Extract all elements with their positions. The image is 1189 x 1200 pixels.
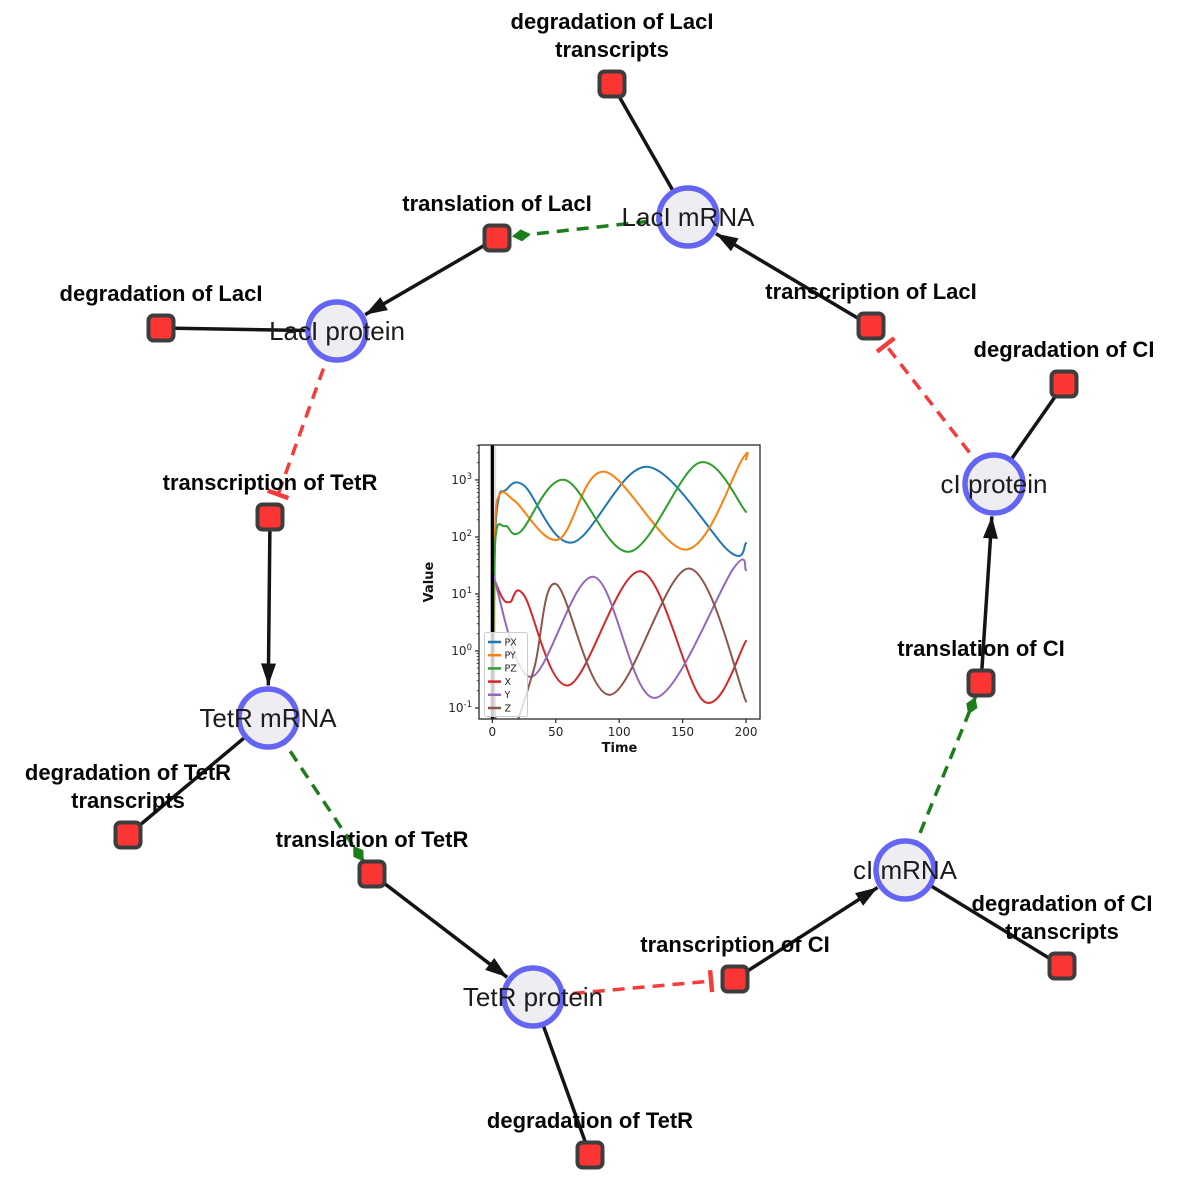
reaction-square[interactable]	[856, 311, 886, 341]
reaction-node-r_deg_tetR_tx[interactable]	[113, 820, 143, 850]
reaction-label-r_deg_lacI_tx-line1: transcripts	[555, 37, 669, 62]
species-node-tetR_protein[interactable]	[501, 965, 565, 1029]
edge-production-r_tx_cI-cI_mRNA	[734, 886, 879, 981]
reaction-label-r_deg_lacI_tx-line0: degradation of LacI	[511, 9, 714, 34]
x-tick-label: 150	[671, 725, 694, 739]
legend-label-PZ: PZ	[505, 664, 518, 675]
reaction-square[interactable]	[575, 1140, 605, 1170]
edge-production-r_tx_tetR-tetR_mRNA	[261, 516, 277, 686]
reaction-label-r_deg_cI-line0: degradation of CI	[974, 337, 1155, 362]
species-label-tetR_mRNA: TetR mRNA	[199, 703, 337, 733]
labels-layer: LacI mRNA LacI protein cI protein TetR mRNA…	[25, 9, 1155, 1133]
edge-production-r_transl_cI-cI_protein	[979, 516, 998, 684]
species-circle[interactable]	[873, 838, 937, 902]
x-tick-label: 50	[548, 725, 563, 739]
reaction-square[interactable]	[597, 69, 627, 99]
species-node-tetR_mRNA[interactable]	[236, 686, 300, 750]
y-tick-label: 102	[451, 529, 472, 544]
edge-production-r_tx_lacI-lacI_mRNA	[715, 232, 872, 328]
species-node-cI_protein[interactable]	[962, 452, 1026, 516]
reaction-square[interactable]	[1047, 951, 1077, 981]
species-circle[interactable]	[656, 185, 720, 249]
species-label-cI_mRNA: cI mRNA	[853, 855, 958, 885]
reaction-node-r_transl_cI[interactable]	[966, 668, 996, 698]
legend-label-Z: Z	[505, 703, 512, 714]
reaction-label-r_transl_tetR-line0: translation of TetR	[276, 827, 469, 852]
species-node-lacI_mRNA[interactable]	[656, 185, 720, 249]
reaction-square[interactable]	[146, 313, 176, 343]
series-line-Z	[491, 567, 747, 719]
chart-ticks: 0 50 100 150 200 103 102 101 100 10-1	[448, 445, 758, 739]
edge-production-r_transl_lacI-lacI_protein	[364, 236, 498, 317]
legend-label-Y: Y	[504, 690, 511, 701]
reaction-square[interactable]	[255, 502, 285, 532]
reaction-label-r_deg_tetR_tx-line1: transcripts	[71, 788, 185, 813]
y-tick-label: 103	[451, 472, 472, 487]
edge-production-r_transl_tetR-tetR_protein	[370, 872, 509, 979]
species-node-cI_mRNA[interactable]	[873, 838, 937, 902]
species-circle[interactable]	[236, 686, 300, 750]
reaction-label-r_tx_tetR-line0: transcription of TetR	[163, 470, 378, 495]
reaction-label-r_deg_lacI-line0: degradation of LacI	[60, 281, 263, 306]
reaction-label-r_deg_cI_tx-line1: transcripts	[1005, 919, 1119, 944]
legend-label-PY: PY	[505, 651, 517, 662]
species-circle[interactable]	[305, 299, 369, 363]
species-label-cI_protein: cI protein	[941, 469, 1048, 499]
reaction-node-r_tx_lacI[interactable]	[856, 311, 886, 341]
x-axis-label: Time	[602, 741, 638, 756]
reaction-square[interactable]	[1049, 369, 1079, 399]
y-tick-label: 101	[451, 586, 472, 601]
reaction-label-r_tx_cI-line0: transcription of CI	[640, 932, 829, 957]
x-tick-label: 100	[608, 725, 631, 739]
reaction-node-r_transl_tetR[interactable]	[357, 859, 387, 889]
reaction-label-r_deg_tetR-line0: degradation of TetR	[487, 1108, 693, 1133]
x-tick-label: 200	[735, 725, 758, 739]
series-line-PZ	[492, 461, 747, 719]
reaction-node-r_deg_lacI_tx[interactable]	[597, 69, 627, 99]
reaction-node-r_deg_lacI[interactable]	[146, 313, 176, 343]
reaction-node-r_deg_tetR[interactable]	[575, 1140, 605, 1170]
reaction-label-r_transl_cI-line0: translation of CI	[897, 636, 1064, 661]
reaction-node-r_tx_cI[interactable]	[720, 964, 750, 994]
reaction-square[interactable]	[357, 859, 387, 889]
reaction-node-r_deg_cI_tx[interactable]	[1047, 951, 1077, 981]
reaction-node-r_transl_lacI[interactable]	[482, 223, 512, 253]
reaction-square[interactable]	[720, 964, 750, 994]
reaction-square[interactable]	[482, 223, 512, 253]
reaction-label-r_deg_cI_tx-line0: degradation of CI	[972, 891, 1153, 916]
series-line-X	[491, 570, 747, 704]
species-circle[interactable]	[501, 965, 565, 1029]
chart-legend: PX PY PZ XYZ	[484, 632, 528, 717]
reaction-square[interactable]	[966, 668, 996, 698]
species-label-lacI_mRNA: LacI mRNA	[622, 202, 756, 232]
y-tick-label: 100	[451, 643, 472, 658]
species-circle[interactable]	[962, 452, 1026, 516]
y-axis-label: Value	[422, 561, 437, 602]
nodes-layer	[113, 69, 1079, 1170]
y-tick-label: 10-1	[448, 700, 472, 715]
legend-label-PX: PX	[505, 637, 518, 648]
reaction-node-r_deg_cI[interactable]	[1049, 369, 1079, 399]
reaction-label-r_transl_lacI-line0: translation of LacI	[402, 191, 591, 216]
inset-chart: 0 50 100 150 20010310210110010-1TimeValuePXP…	[422, 444, 761, 756]
reaction-label-r_tx_lacI-line0: transcription of LacI	[765, 279, 976, 304]
reaction-node-r_tx_tetR[interactable]	[255, 502, 285, 532]
legend-label-X: X	[505, 677, 512, 688]
reaction-square[interactable]	[113, 820, 143, 850]
species-node-lacI_protein[interactable]	[305, 299, 369, 363]
reaction-label-r_deg_tetR_tx-line0: degradation of TetR	[25, 760, 231, 785]
species-label-lacI_protein: LacI protein	[269, 316, 405, 346]
x-tick-label: 0	[489, 725, 497, 739]
species-label-tetR_protein: TetR protein	[463, 982, 603, 1012]
